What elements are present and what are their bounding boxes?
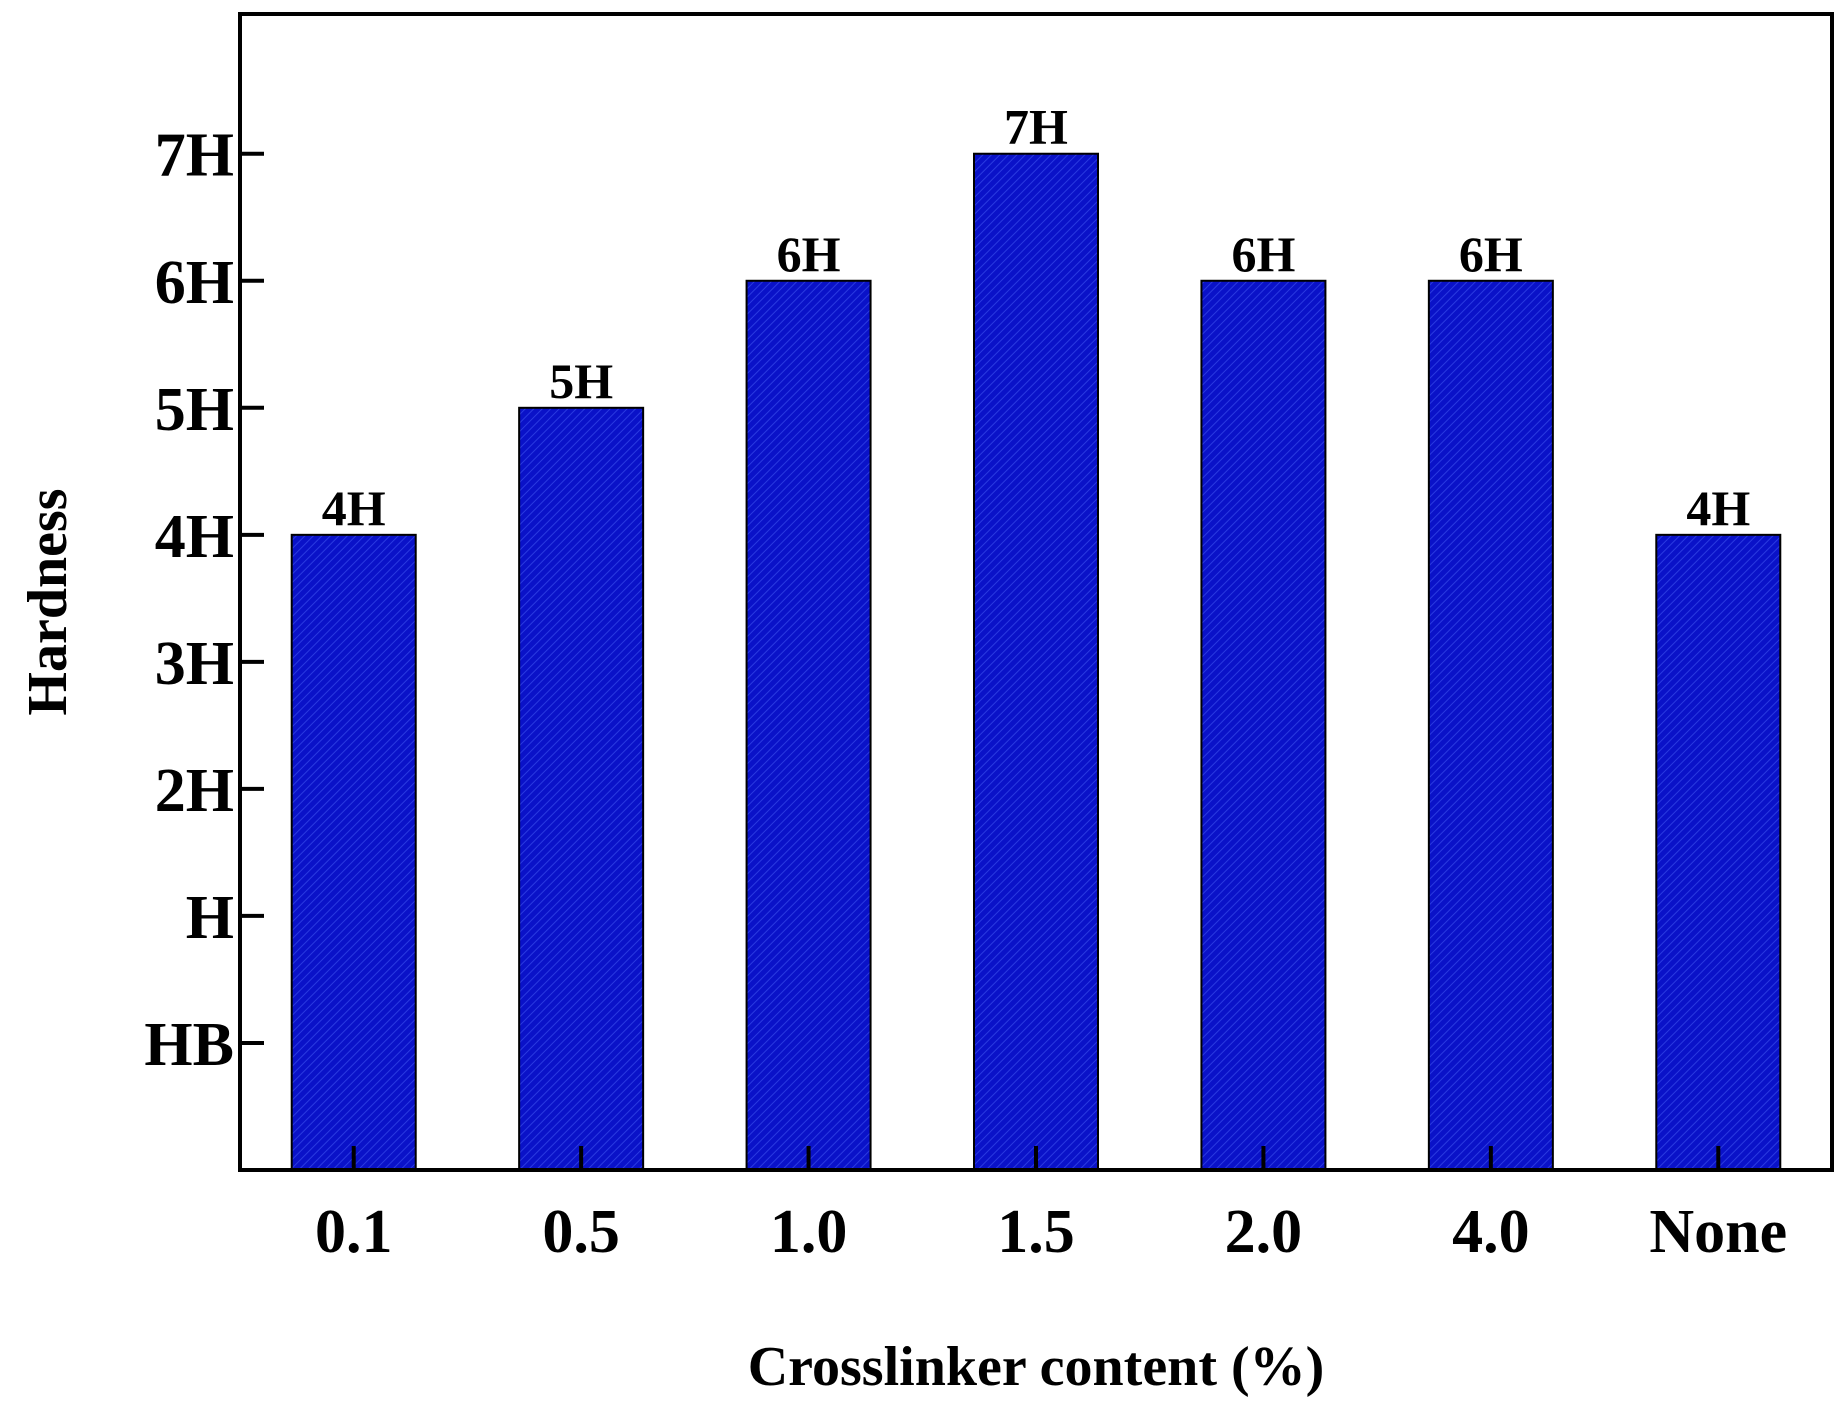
- bar: [973, 152, 1099, 1171]
- bar-data-label: 4H: [322, 480, 386, 536]
- bar: [1427, 279, 1554, 1171]
- bar-data-label: 7H: [1004, 99, 1068, 155]
- y-tick-label: 4H: [155, 503, 234, 571]
- bar: [518, 406, 645, 1171]
- bar-labels-group: 4H 5H 6H 7H 6H 6H 4H: [322, 99, 1751, 536]
- y-tick-label: 6H: [155, 249, 234, 317]
- x-tick-label: 2.0: [1225, 1198, 1303, 1266]
- y-tick-label: 5H: [155, 376, 234, 444]
- x-tick-label: 0.5: [542, 1198, 620, 1266]
- y-ticks-group: HB H 2H 3H 4H 5H 6H 7H: [144, 122, 264, 1079]
- bar-data-label: 4H: [1686, 480, 1750, 536]
- x-axis-title: Crosslinker content (%): [748, 1336, 1325, 1398]
- y-tick-label: HB: [144, 1011, 234, 1079]
- bar: [290, 533, 417, 1171]
- bar: [1200, 279, 1327, 1171]
- x-tick-label: 1.5: [997, 1198, 1075, 1266]
- bar: [1655, 533, 1782, 1171]
- bars-group: [290, 152, 1782, 1171]
- bar-data-label: 5H: [549, 353, 613, 409]
- x-ticks-group: 0.1 0.5 1.0 1.5 2.0 4.0 None: [315, 1146, 1787, 1266]
- y-tick-label: 2H: [155, 757, 234, 825]
- x-tick-label: 0.1: [315, 1198, 393, 1266]
- x-tick-label: 1.0: [770, 1198, 848, 1266]
- plot-frame: [238, 12, 1834, 1172]
- bar-data-label: 6H: [1231, 226, 1295, 282]
- y-axis-title: Hardness: [17, 488, 79, 715]
- y-tick-label: H: [186, 884, 234, 952]
- bar: [745, 279, 872, 1171]
- bar-data-label: 6H: [1459, 226, 1523, 282]
- x-tick-label: None: [1649, 1198, 1787, 1266]
- y-tick-label: 7H: [155, 122, 234, 190]
- x-tick-label: 4.0: [1452, 1198, 1530, 1266]
- y-tick-label: 3H: [155, 630, 234, 698]
- bar-data-label: 6H: [777, 226, 841, 282]
